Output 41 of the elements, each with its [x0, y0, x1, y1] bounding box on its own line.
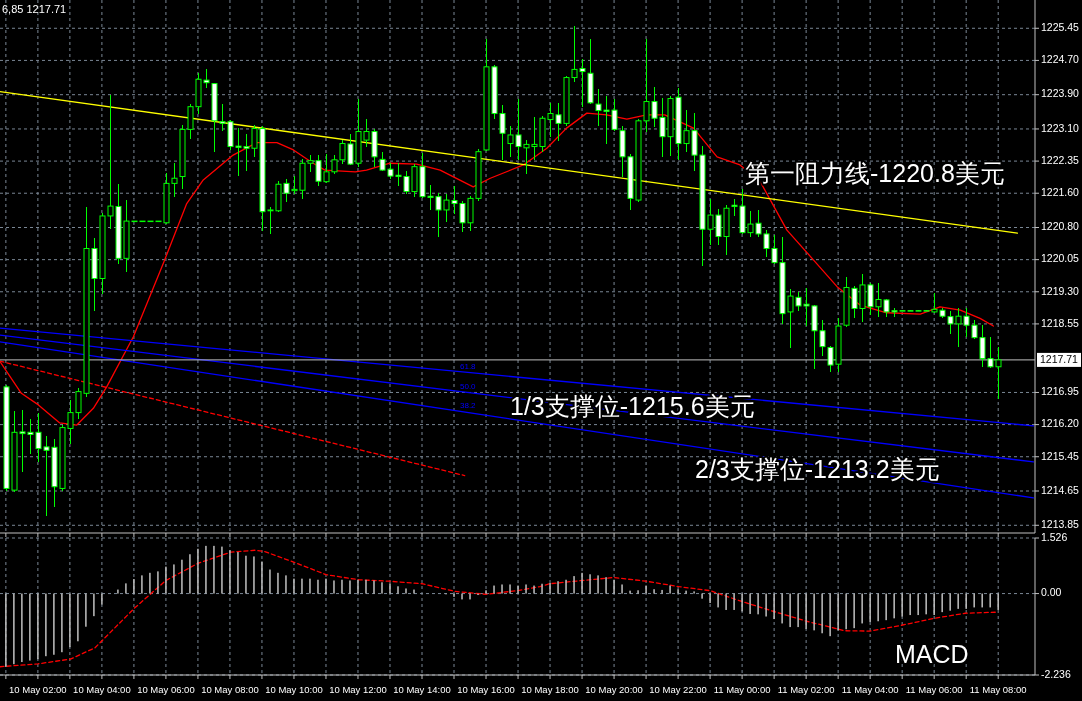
x-tick-label: 10 May 04:00: [73, 684, 131, 695]
x-tick-label: 10 May 14:00: [393, 684, 451, 695]
annotation: 6,85 1217.71: [2, 3, 67, 15]
annotation: MACD: [895, 640, 969, 668]
x-tick-label: 10 May 08:00: [201, 684, 259, 695]
y-tick-label: 1218.55: [1041, 316, 1080, 329]
y-tick-label: 1223.10: [1041, 121, 1080, 134]
y-tick-label: 1216.95: [1041, 385, 1080, 398]
x-tick-label: 10 May 16:00: [457, 684, 515, 695]
x-tick-label: 10 May 20:00: [585, 684, 643, 695]
x-tick-label: 10 May 10:00: [265, 684, 323, 695]
y-tick-label: -2.236: [1041, 667, 1071, 680]
y-tick-label: 1215.45: [1041, 449, 1080, 462]
y-tick-label: 1214.65: [1041, 483, 1080, 496]
y-tick-label: 1.526: [1041, 530, 1068, 543]
y-tick-label: 0.00: [1041, 586, 1062, 599]
x-tick-label: 10 May 06:00: [137, 684, 195, 695]
x-tick-label: 11 May 08:00: [969, 684, 1027, 695]
x-tick-label: 10 May 02:00: [9, 684, 67, 695]
y-tick-label: 1224.70: [1041, 53, 1080, 66]
y-tick-label: 1220.05: [1041, 252, 1080, 265]
x-tick-label: 11 May 04:00: [841, 684, 899, 695]
x-tick-label: 10 May 18:00: [521, 684, 579, 695]
x-tick-label: 10 May 22:00: [649, 684, 707, 695]
y-tick-label: 1222.35: [1041, 153, 1080, 166]
y-tick-label: 1225.45: [1041, 21, 1080, 34]
series-label: 50.0: [460, 381, 477, 391]
annotation: 第一阻力线-1220.8美元: [745, 159, 1005, 187]
y-tick-label: 1219.30: [1041, 284, 1080, 297]
y-tick-label: 1221.60: [1041, 186, 1080, 199]
y-tick-label: 1213.85: [1041, 518, 1080, 531]
x-tick-label: 10 May 12:00: [329, 684, 387, 695]
x-tick-label: 11 May 02:00: [777, 684, 835, 695]
series-label: 38.2: [460, 401, 477, 411]
x-tick-label: 11 May 00:00: [713, 684, 771, 695]
y-tick-label: 1216.20: [1041, 417, 1080, 430]
x-tick-label: 11 May 06:00: [905, 684, 963, 695]
series-label: 61.8: [460, 361, 477, 371]
y-tick-label: 1220.80: [1041, 220, 1080, 233]
ref-line-label: 1217.71: [1040, 352, 1079, 365]
y-tick-label: 1223.90: [1041, 87, 1080, 100]
